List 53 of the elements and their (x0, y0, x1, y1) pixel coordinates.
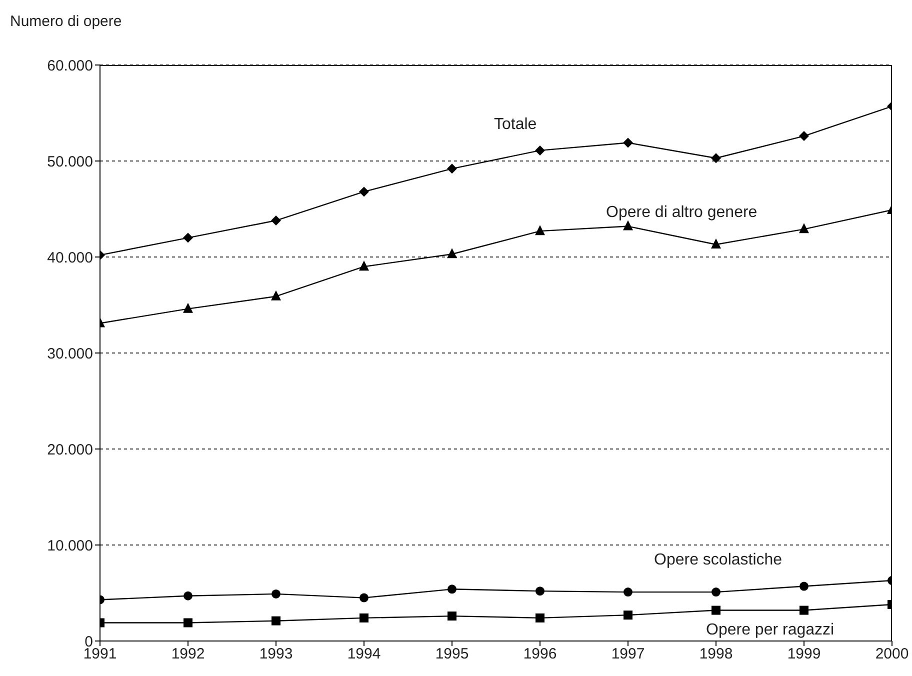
point (800, 582, 808, 591)
y-tick-label: 60.000 (47, 57, 93, 74)
point (183, 302, 193, 313)
point (447, 164, 457, 174)
y-axis-title: Numero di opere (10, 13, 122, 30)
y-tick-label: 40.000 (47, 249, 93, 266)
series-label: Opere di altro genere (606, 204, 758, 222)
x-tick-label: 1993 (259, 646, 293, 663)
point (800, 606, 808, 615)
series-label: Opere per ragazzi (706, 621, 834, 638)
series-label: Totale (494, 116, 537, 133)
point (623, 220, 633, 230)
point (535, 145, 545, 156)
y-tick-label: 20.000 (47, 441, 93, 458)
x-tick-label: 1996 (523, 646, 557, 663)
x-tick-label: 1999 (787, 646, 821, 663)
point (448, 612, 456, 621)
point (624, 588, 632, 597)
point (536, 586, 544, 596)
x-tick-label: 1997 (611, 646, 645, 663)
y-tick-label: 30.000 (47, 345, 93, 362)
point (448, 584, 456, 594)
point (271, 290, 281, 300)
point (799, 131, 809, 142)
point (360, 613, 368, 622)
point (535, 225, 545, 236)
point (711, 238, 721, 249)
point (712, 588, 720, 597)
x-tick-label: 1994 (347, 646, 381, 663)
point (359, 186, 369, 197)
point (184, 591, 192, 600)
point (536, 613, 544, 622)
point (799, 223, 809, 234)
point (272, 589, 280, 598)
point (624, 610, 632, 620)
x-tick-label: 1998 (699, 646, 733, 663)
point (184, 618, 192, 628)
x-tick-label: 1992 (171, 646, 205, 663)
x-tick-label: 1995 (435, 646, 469, 663)
x-tick-label: 2000 (875, 646, 909, 663)
point (183, 232, 193, 243)
x-tick-label: 1991 (83, 646, 117, 663)
point (447, 248, 457, 258)
series-label: Opere scolastiche (654, 551, 782, 568)
point (711, 153, 721, 164)
y-tick-label: 10.000 (47, 537, 93, 554)
point (360, 593, 368, 602)
point (712, 606, 720, 615)
y-tick-label: 50.000 (47, 153, 93, 170)
point (359, 260, 369, 271)
point (623, 138, 633, 148)
point (271, 216, 281, 226)
point (272, 616, 280, 626)
